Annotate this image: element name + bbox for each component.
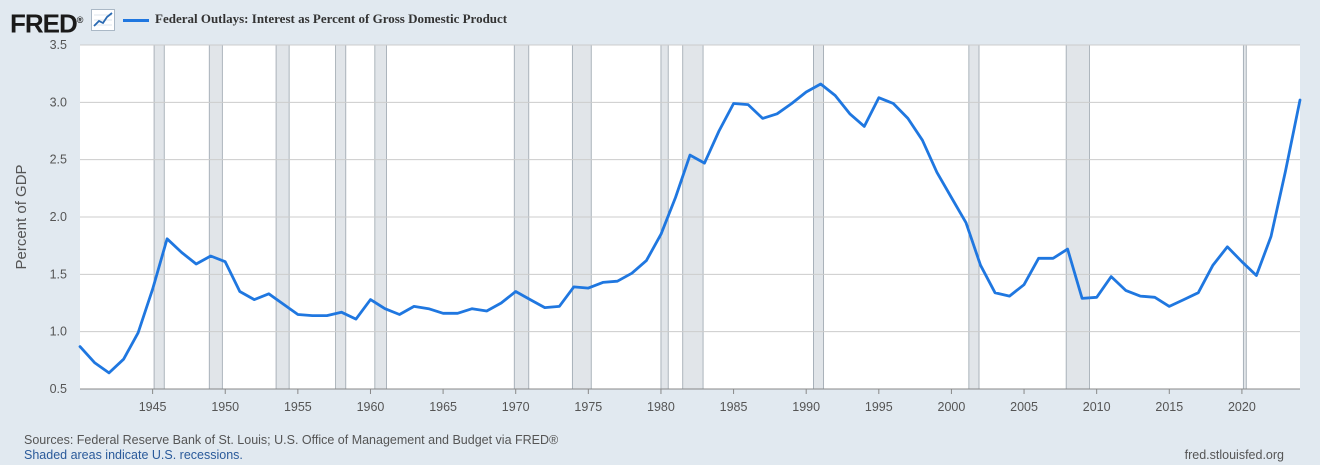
x-tick-label: 2010: [1083, 400, 1111, 414]
x-tick-label: 1975: [574, 400, 602, 414]
x-tick-label: 1995: [865, 400, 893, 414]
x-tick-label: 1990: [792, 400, 820, 414]
legend-swatch: [123, 19, 149, 22]
x-tick-label: 1980: [647, 400, 675, 414]
y-tick-label: 3.0: [50, 95, 67, 109]
sources-note: Sources: Federal Reserve Bank of St. Lou…: [24, 433, 559, 447]
x-tick-label: 1960: [357, 400, 385, 414]
recession-note[interactable]: Shaded areas indicate U.S. recessions.: [24, 448, 243, 462]
x-tick-label: 2005: [1010, 400, 1038, 414]
series-line: [78, 82, 1302, 375]
x-tick-label: 1965: [429, 400, 457, 414]
x-tick-label: 1985: [720, 400, 748, 414]
x-tick-label: 1970: [502, 400, 530, 414]
line-chart-icon: [91, 9, 115, 31]
x-tick-label: 2000: [938, 400, 966, 414]
chart-header: FRED® Federal Outlays: Interest as Perce…: [0, 0, 1320, 42]
y-tick-label: 2.0: [50, 210, 67, 224]
x-tick-label: 1945: [139, 400, 167, 414]
y-tick-label: 3.5: [50, 38, 67, 52]
x-tick-label: 1950: [211, 400, 239, 414]
x-tick-label: 1955: [284, 400, 312, 414]
legend-series-label[interactable]: Federal Outlays: Interest as Percent of …: [155, 11, 508, 26]
fred-logo[interactable]: FRED®: [10, 5, 84, 39]
x-tick-label: 2015: [1155, 400, 1183, 414]
y-tick-label: 2.5: [50, 153, 67, 167]
y-tick-label: 0.5: [50, 382, 67, 396]
y-tick-label: 1.5: [50, 267, 67, 281]
x-tick-label: 2020: [1228, 400, 1256, 414]
y-axis-label: Percent of GDP: [13, 164, 30, 269]
fred-url[interactable]: fred.stlouisfed.org: [1184, 448, 1284, 462]
registered-mark: ®: [76, 15, 84, 25]
y-tick-label: 1.0: [50, 325, 67, 339]
fred-logo-text: FRED: [10, 8, 78, 39]
